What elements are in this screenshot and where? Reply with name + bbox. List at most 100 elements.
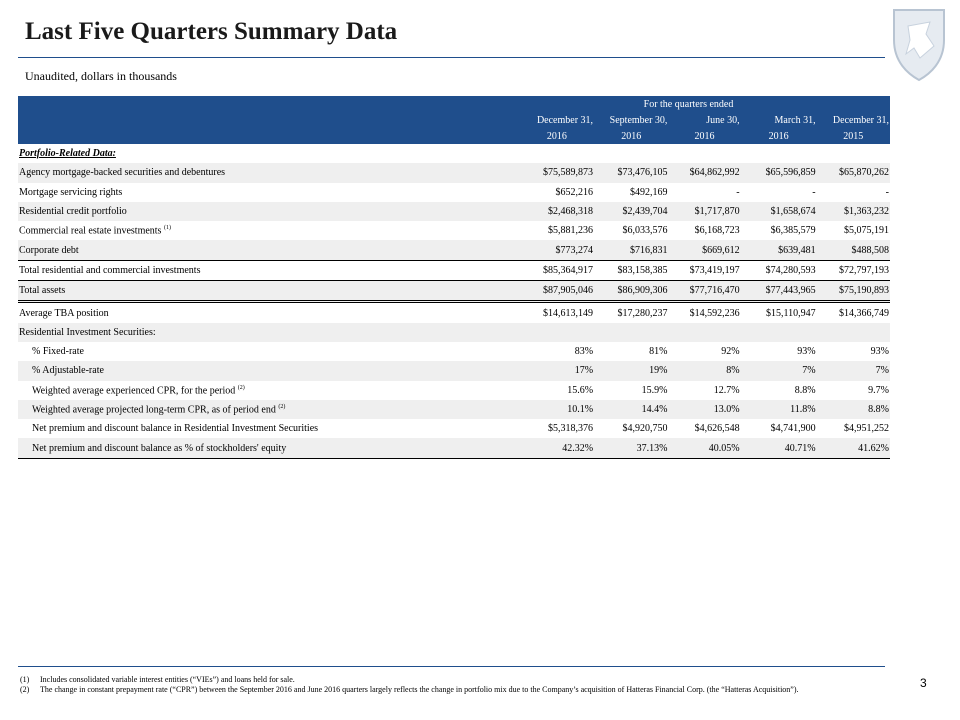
value-cell: 92% <box>721 346 740 358</box>
value-cell: 42.32% <box>519 438 595 459</box>
row-label: Commercial real estate investments (1) <box>18 221 520 240</box>
value-cell: 17% <box>574 365 594 377</box>
value-cell: $5,075,191 <box>844 225 889 237</box>
value-cell: 11.8% <box>790 404 816 415</box>
table-row: Mortgage servicing rights $652,216 $492,16… <box>18 183 890 202</box>
row-label-text: Residential Investment Securities: <box>19 326 156 338</box>
value-cell: 12.7% <box>713 384 740 396</box>
table-row: Total assets $87,905,046 $86,909,306 $77,71… <box>18 280 890 304</box>
table-row: Residential Investment Securities: <box>18 322 890 342</box>
column-header: December 31, <box>519 112 595 128</box>
value-cell: $4,626,548 <box>694 423 740 435</box>
row-label: Corporate debt <box>18 240 520 261</box>
logo <box>893 9 945 82</box>
value-cell: 37.13% <box>594 438 669 459</box>
row-label-text: Total residential and commercial investm… <box>19 264 201 276</box>
row-label: Agency mortgage-backed securities and de… <box>18 163 520 182</box>
subtitle: Unaudited, dollars in thousands <box>25 69 177 83</box>
value-cell: 14.4% <box>641 404 668 415</box>
value-cell: $75,190,893 <box>816 280 890 304</box>
row-label: Weighted average projected long-term CPR… <box>18 400 520 419</box>
value-cell: 7% <box>802 365 816 377</box>
value-cell: $65,596,859 <box>765 167 816 179</box>
row-label: Total assets <box>18 280 520 304</box>
row-label: Weighted average experienced CPR, for th… <box>18 381 520 400</box>
row-label-text: Commercial real estate investments <box>19 225 162 237</box>
table-row: Portfolio-Related Data: <box>18 144 890 163</box>
value-cell: $74,280,593 <box>740 260 817 282</box>
table-row: Net premium and discount balance as % of… <box>18 438 890 459</box>
footnote-text: Includes consolidated variable interest … <box>40 675 295 684</box>
row-label: Net premium and discount balance as % of… <box>18 438 520 459</box>
footnote-ref: (2) <box>278 403 286 410</box>
row-label: Net premium and discount balance in Resi… <box>18 419 520 438</box>
value-cell: $86,909,306 <box>594 280 669 304</box>
value-cell: 19% <box>649 365 668 377</box>
row-label-text: % Adjustable-rate <box>32 365 104 377</box>
value-cell: $14,592,236 <box>689 307 740 319</box>
value-cell: $87,905,046 <box>519 280 595 304</box>
value-cell: $773,274 <box>519 240 595 261</box>
column-header: June 30, <box>668 112 741 128</box>
value-cell: - <box>885 186 889 198</box>
value-cell: $5,881,236 <box>548 225 594 237</box>
footnote: (2) The change in constant prepayment rat… <box>20 685 860 695</box>
value-cell: $639,481 <box>740 240 817 261</box>
footnote: (1) Includes consolidated variable intere… <box>20 675 860 685</box>
value-cell: $14,613,149 <box>543 307 594 319</box>
value-cell: 83% <box>574 346 594 358</box>
column-header: 2016 <box>594 128 669 144</box>
table-row: % Adjustable-rate 17% 19% 8% 7% 7% <box>18 361 890 381</box>
row-label-text: Agency mortgage-backed securities and de… <box>19 167 226 179</box>
table-row: Corporate debt $773,274 $716,831 $669,612 $6… <box>18 240 890 261</box>
table-row: Weighted average projected long-term CPR… <box>18 399 890 420</box>
row-label: Portfolio-Related Data: <box>18 144 890 163</box>
value-cell: $652,216 <box>555 186 594 198</box>
value-cell: - <box>736 186 740 198</box>
value-cell: $65,870,262 <box>839 167 889 179</box>
row-label: Residential credit portfolio <box>18 202 520 221</box>
value-cell: 15.9% <box>641 384 668 396</box>
value-cell: $669,612 <box>668 240 741 261</box>
value-cell: 41.62% <box>816 438 890 459</box>
value-cell: $77,716,470 <box>668 280 741 304</box>
column-header: September 30, <box>594 112 669 128</box>
value-cell: $1,717,870 <box>694 206 740 218</box>
value-cell: $5,318,376 <box>548 423 594 435</box>
value-cell: 40.71% <box>740 438 817 459</box>
column-header: 2016 <box>519 128 595 144</box>
group-header: For the quarters ended <box>18 96 890 112</box>
value-cell: - <box>812 186 816 198</box>
row-label-text: Weighted average projected long-term CPR… <box>32 404 276 416</box>
value-cell: $1,658,674 <box>770 206 816 218</box>
value-cell: 10.1% <box>567 404 594 415</box>
header-cell <box>18 128 520 144</box>
value-cell: $17,280,237 <box>617 307 668 319</box>
row-label-text: Net premium and discount balance as % of… <box>32 442 287 454</box>
value-cell: $15,110,947 <box>765 307 816 319</box>
footnote-ref: (1) <box>163 225 171 232</box>
value-cell: 7% <box>875 365 889 377</box>
table-row: Weighted average experienced CPR, for th… <box>18 381 890 400</box>
row-label-text: Mortgage servicing rights <box>19 186 123 198</box>
table-row: Residential credit portfolio $2,468,318 $2… <box>18 201 890 222</box>
value-cell: $4,741,900 <box>770 423 816 435</box>
value-cell: 93% <box>797 346 816 358</box>
value-cell: $4,920,750 <box>622 423 668 435</box>
table-row: % Fixed-rate 83% 81% 92% 93% 93% <box>18 342 890 361</box>
value-cell: $488,508 <box>816 240 890 261</box>
value-cell: $75,589,873 <box>543 167 594 179</box>
footnote-ref: (2) <box>237 384 245 391</box>
table-row: Net premium and discount balance in Resi… <box>18 419 890 438</box>
row-label-text: % Fixed-rate <box>32 346 84 358</box>
value-cell: $72,797,193 <box>816 260 890 282</box>
footer-rule <box>18 666 885 667</box>
value-cell: $85,364,917 <box>519 260 595 282</box>
title: Last Five Quarters Summary Data <box>25 18 398 45</box>
row-label: % Adjustable-rate <box>18 361 520 380</box>
table-row: Average TBA position $14,613,149 $17,280,2… <box>18 302 890 323</box>
value-cell: 93% <box>870 346 889 358</box>
row-label-text: Portfolio-Related Data: <box>19 148 116 160</box>
value-cell: $83,158,385 <box>594 260 669 282</box>
row-label: Total residential and commercial investm… <box>18 260 520 282</box>
